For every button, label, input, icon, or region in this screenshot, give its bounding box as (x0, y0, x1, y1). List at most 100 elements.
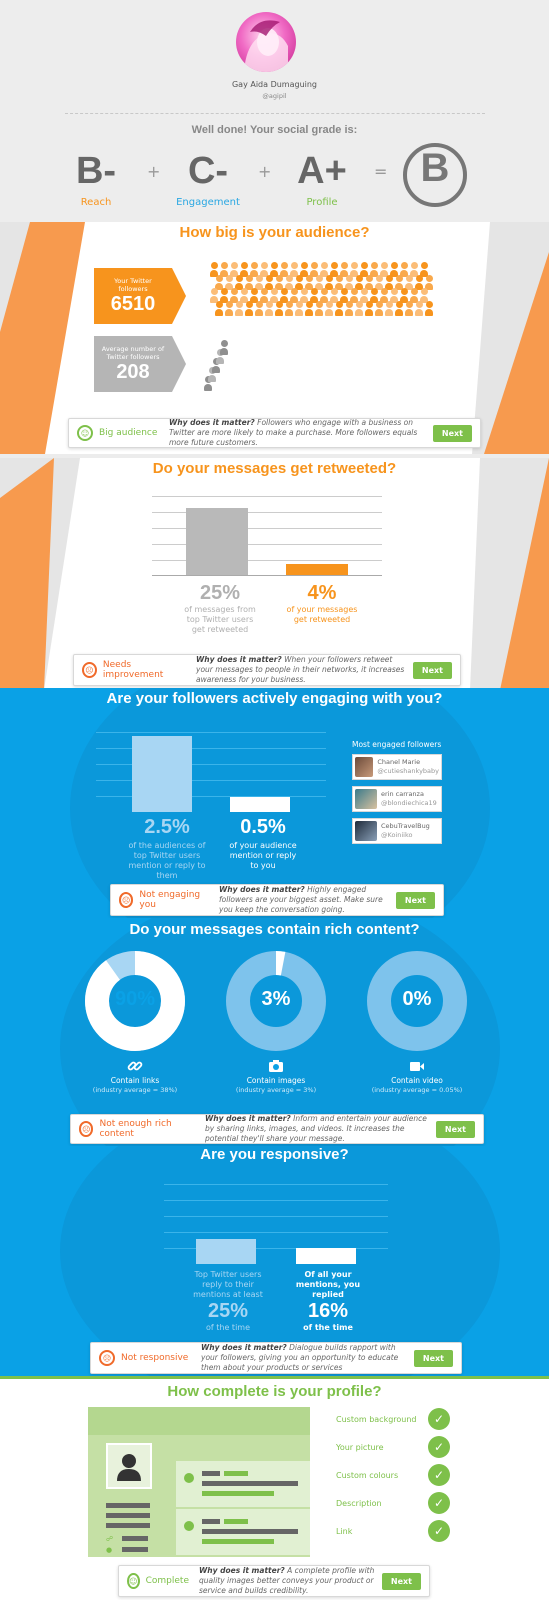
rt-you-label: of your messages get retweeted (286, 605, 358, 624)
person-icon (210, 262, 218, 278)
check-icon: ✓ (428, 1408, 450, 1430)
person-icon (235, 275, 243, 291)
person-icon (275, 301, 283, 317)
person-icon (255, 301, 263, 317)
next-button[interactable]: Next (413, 1349, 453, 1367)
profile-why-box: ☺ Complete Why does it matter? A complet… (118, 1565, 430, 1597)
engagement-status: ☹ Not engaging you (111, 890, 209, 910)
divider (65, 113, 485, 114)
mockup-line (202, 1471, 220, 1476)
person-icon (300, 288, 308, 304)
links-label: Contain links (110, 1076, 160, 1085)
donut-track (367, 951, 467, 1051)
person-icon (420, 288, 428, 304)
person-icon (265, 301, 273, 317)
video-camera-icon (410, 1062, 424, 1071)
person-icon (380, 288, 388, 304)
follower-card[interactable]: CebuTravelBug @Koiniiko (352, 818, 442, 844)
person-icon (270, 262, 278, 278)
bar-top-users (186, 508, 248, 575)
person-icon (345, 301, 353, 317)
tweet-avatar (184, 1473, 194, 1483)
frown-icon: ☹ (119, 892, 134, 908)
baseline (152, 575, 382, 576)
profile-mockup: ☍ ● (88, 1407, 310, 1557)
person-icon (235, 301, 243, 317)
mockup-tweet (176, 1509, 310, 1555)
mockup-line (224, 1471, 248, 1476)
gridline (96, 796, 326, 797)
follower-card[interactable]: erin carranza @blondiechica19 (352, 786, 442, 812)
mockup-location-icon: ● (106, 1546, 113, 1554)
mockup-line (202, 1529, 298, 1534)
gridline (96, 748, 326, 749)
rt-top-stat: 25% of messages from top Twitter users g… (180, 582, 260, 635)
why-body: Highly engaged followers are your bigges… (219, 885, 383, 914)
en-you-value: 0.5% (240, 816, 286, 838)
donut-slice (85, 951, 185, 1051)
check-icon: ✓ (428, 1520, 450, 1542)
mockup-line (106, 1503, 150, 1508)
profile-item-label: Link (336, 1527, 353, 1536)
avg-followers-box: Average number of Twitter followers 208 (96, 338, 170, 390)
person-icon (420, 262, 428, 278)
video-value: 0% (402, 988, 432, 1010)
retweets-status-label: Needs improvement (102, 660, 164, 680)
person-icon (360, 288, 368, 304)
grade-profile-letter: A+ (297, 150, 347, 192)
person-icon (260, 288, 268, 304)
retweets-section: Do your messages get retweeted? 25% of m… (0, 458, 549, 690)
gridline (152, 512, 382, 513)
retweets-why-text: Why does it matter? When your followers … (186, 655, 413, 685)
profile-why-text: Why does it matter? A complete profile w… (189, 1566, 382, 1596)
link-icon (127, 1061, 143, 1071)
next-button[interactable]: Next (412, 661, 452, 679)
frown-icon: ☹ (82, 662, 97, 678)
grade-engagement: C- Engagement (172, 150, 244, 208)
overall-grade-circle (403, 143, 467, 207)
images-donut (226, 951, 326, 1051)
mockup-line (202, 1519, 220, 1524)
images-avg: (industry average = 3%) (235, 1086, 317, 1094)
video-avg: (industry average = 0.05%) (371, 1086, 463, 1094)
audience-background-shapes (0, 222, 549, 454)
follower-card[interactable]: Chanel Marie @cutieshankybaby (352, 754, 442, 780)
gridline (152, 528, 382, 529)
person-icon (260, 262, 268, 278)
why-body: When your followers retweet your message… (196, 655, 405, 684)
mockup-tweet (176, 1461, 310, 1507)
person-icon (390, 288, 398, 304)
person-icon (280, 262, 288, 278)
retweets-background-shapes (0, 458, 549, 690)
person-icon (295, 301, 303, 317)
mockup-line (106, 1513, 150, 1518)
person-icon (250, 262, 258, 278)
avg-followers-crowd (200, 338, 232, 394)
person-icon (375, 275, 383, 291)
engagement-section: Are your followers actively engaging wit… (0, 688, 549, 920)
why-lead: Why does it matter? (199, 1566, 285, 1575)
profile-item-label: Custom background (336, 1415, 417, 1424)
next-button[interactable]: Next (395, 891, 435, 909)
next-button[interactable]: Next (435, 1120, 475, 1138)
person-icon (360, 262, 368, 278)
images-value: 3% (261, 988, 291, 1010)
person-icon (280, 288, 288, 304)
overall-grade: B (420, 146, 450, 190)
next-button[interactable]: Next (432, 424, 472, 442)
rs-top-value: 25% (207, 1300, 249, 1322)
profile-name: Gay Aida Dumaguing (231, 80, 318, 89)
responsive-status-label: Not responsive (121, 1353, 189, 1363)
profile-status-label: Complete (145, 1576, 189, 1586)
grade-engagement-label: Engagement (176, 197, 240, 208)
follower-handle: @blondiechica19 (381, 799, 437, 807)
next-button[interactable]: Next (381, 1572, 421, 1590)
profile-item-label: Description (336, 1499, 382, 1508)
gridline (164, 1184, 388, 1185)
person-icon (350, 288, 358, 304)
audience-status: ☺ Big audience (69, 425, 159, 441)
person-icon (410, 262, 418, 278)
person-icon (345, 275, 353, 291)
retweets-chart (152, 496, 382, 576)
why-body: Followers who engage with a business on … (169, 418, 418, 447)
